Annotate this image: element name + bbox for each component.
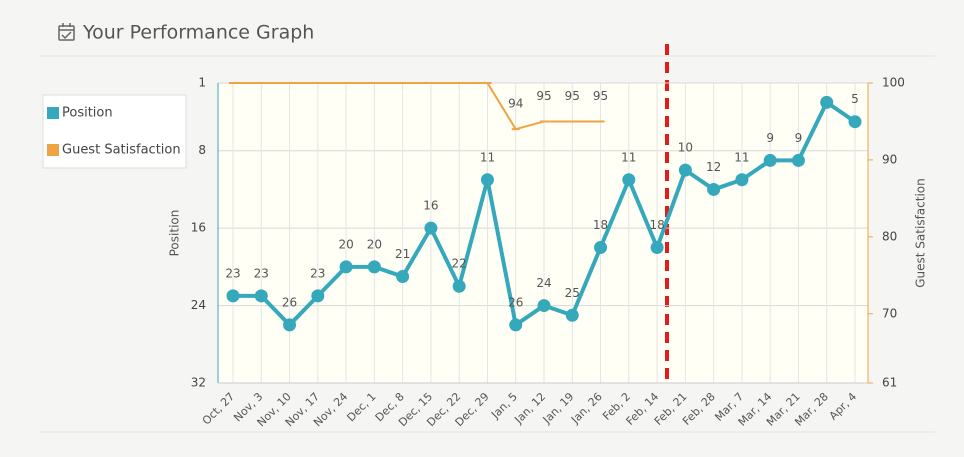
data-label: 25 <box>565 286 580 300</box>
y-tick-label: 8 <box>198 143 206 157</box>
y2-axis-title: Guest Satisfaction <box>914 178 928 287</box>
data-label: 11 <box>621 150 636 164</box>
point <box>622 173 636 187</box>
data-label: 11 <box>480 150 495 164</box>
point <box>480 173 494 187</box>
y-axis-title: Position <box>168 210 182 257</box>
y-tick-label: 16 <box>191 221 206 235</box>
point <box>254 289 268 303</box>
point <box>537 299 551 313</box>
point <box>367 260 381 274</box>
point <box>226 289 240 303</box>
data-label: 26 <box>282 295 297 309</box>
point <box>424 221 438 235</box>
point <box>339 260 353 274</box>
y-tick-label: 32 <box>191 376 206 390</box>
point <box>452 279 466 293</box>
data-label: 5 <box>851 92 859 106</box>
legend-swatch <box>47 144 59 156</box>
point <box>678 163 692 177</box>
data-label: 18 <box>649 218 664 232</box>
calendar-icon <box>58 23 75 41</box>
data-label: 11 <box>734 150 749 164</box>
data-label: 20 <box>338 237 353 251</box>
y2-tick-label: 80 <box>882 229 897 243</box>
data-label: 12 <box>706 160 721 174</box>
point <box>763 153 777 167</box>
data-label: 26 <box>508 295 523 309</box>
point <box>283 318 297 332</box>
legend <box>42 94 187 169</box>
point <box>565 308 579 322</box>
data-label: 95 <box>565 89 580 103</box>
data-label: 10 <box>678 141 693 155</box>
data-label: 22 <box>452 257 467 271</box>
data-label: 24 <box>536 276 551 290</box>
data-label: 95 <box>536 89 551 103</box>
point <box>594 241 608 255</box>
y-tick-label: 24 <box>191 298 206 312</box>
series-line <box>233 82 601 131</box>
point <box>311 289 325 303</box>
point <box>848 115 862 129</box>
y2-tick-label: 100 <box>882 76 905 90</box>
plot-area <box>218 83 868 383</box>
point <box>650 241 664 255</box>
point <box>396 270 410 284</box>
legend-label: Position <box>62 106 113 121</box>
legend-label: Guest Satisfaction <box>62 143 181 158</box>
data-label: 95 <box>593 89 608 103</box>
data-label: 16 <box>423 199 438 213</box>
y2-tick-label: 70 <box>882 306 897 320</box>
data-label: 9 <box>766 131 774 145</box>
data-label: 23 <box>254 266 269 280</box>
point <box>791 153 805 167</box>
data-label: 94 <box>508 97 523 111</box>
y-tick-label: 1 <box>198 76 206 90</box>
data-label: 23 <box>225 266 240 280</box>
data-label: 23 <box>310 266 325 280</box>
data-label: 9 <box>795 131 803 145</box>
y2-tick-label: 90 <box>882 152 897 166</box>
panel-title: Your Performance Graph <box>82 22 314 44</box>
y2-tick-label: 61 <box>882 376 897 390</box>
point <box>820 95 834 109</box>
point <box>509 318 523 332</box>
data-label: 18 <box>593 218 608 232</box>
legend-swatch <box>47 107 59 119</box>
data-label: 21 <box>395 247 410 261</box>
point <box>707 182 721 196</box>
point <box>735 173 749 187</box>
data-label: 20 <box>367 237 382 251</box>
